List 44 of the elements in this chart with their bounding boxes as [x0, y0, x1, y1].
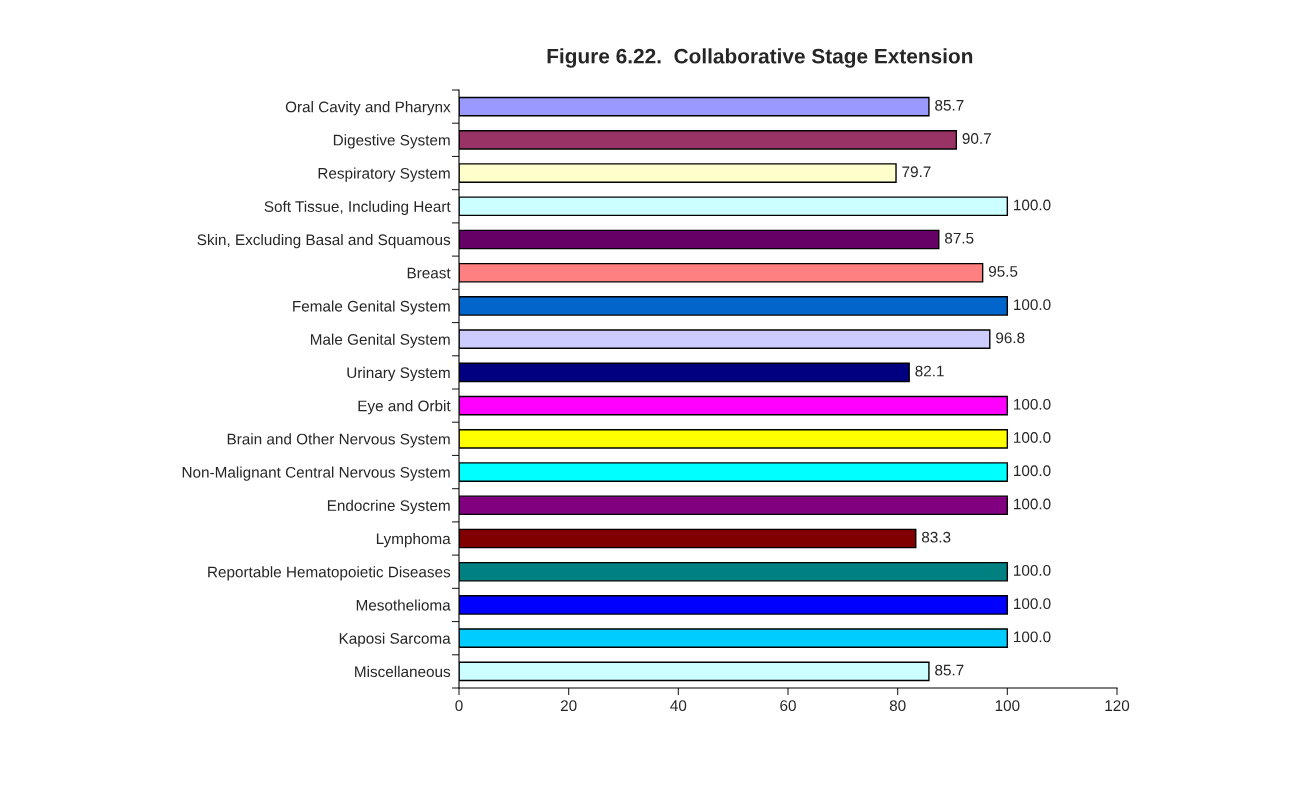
y-tick-label: Kaposi Sarcoma: [339, 632, 451, 647]
data-label: 100.0: [1014, 498, 1051, 510]
y-tick-label: Non-Malignant Central Nervous System: [182, 466, 450, 481]
data-label: 100.0: [1014, 299, 1051, 311]
data-label: 82.1: [915, 365, 944, 377]
data-label: 100.0: [1014, 432, 1051, 443]
y-tick-label: Eye and Orbit: [358, 400, 451, 415]
y-tick-label: Brain and Other Nervous System: [227, 433, 450, 448]
data-label: 96.8: [996, 332, 1025, 344]
y-tick-label: Endocrine System: [327, 499, 450, 514]
y-tick-label: Lymphoma: [376, 532, 451, 548]
data-label: 87.5: [945, 232, 974, 244]
data-label: 100.0: [1014, 465, 1051, 477]
y-tick-label: Breast: [407, 267, 451, 279]
data-label: 79.7: [902, 166, 931, 178]
x-tick-label: 80: [889, 700, 906, 712]
data-label: 100.0: [1014, 398, 1051, 410]
y-tick-label: Male Genital System: [310, 333, 450, 348]
chart-title: Figure 6.22. Collaborative Stage Extension: [547, 48, 973, 68]
y-tick-label: Reportable Hematopoietic Diseases: [208, 566, 451, 581]
x-tick-label: 60: [780, 700, 796, 712]
x-tick-label: 100: [995, 700, 1020, 712]
x-tick-label: 40: [670, 700, 687, 712]
y-tick-label: Soft Tissue, Including Heart: [264, 200, 451, 215]
x-tick-label: 120: [1105, 700, 1130, 712]
data-label: 100.0: [1014, 565, 1051, 576]
x-tick-label: 20: [560, 700, 577, 712]
y-tick-label: Mesothelioma: [356, 599, 451, 611]
data-label: 85.7: [935, 99, 964, 111]
y-tick-label: Digestive System: [333, 134, 450, 149]
data-label: 100.0: [1014, 199, 1051, 211]
data-label: 100.0: [1014, 598, 1051, 610]
y-tick-label: Urinary System: [347, 366, 450, 382]
data-label: 83.3: [921, 531, 951, 543]
data-label: 90.7: [962, 133, 991, 144]
y-tick-label: Miscellaneous: [355, 665, 451, 678]
y-tick-label: Female Genital System: [293, 300, 450, 315]
y-tick-label: Oral Cavity and Pharynx: [285, 101, 451, 116]
data-label: 95.5: [988, 266, 1018, 277]
data-label: 85.7: [935, 664, 964, 676]
y-tick-label: Respiratory System: [318, 167, 450, 182]
data-label: 100.0: [1014, 631, 1051, 643]
x-tick-label: 0: [455, 700, 463, 712]
y-tick-label: Skin, Excluding Basal and Squamous: [197, 233, 451, 249]
